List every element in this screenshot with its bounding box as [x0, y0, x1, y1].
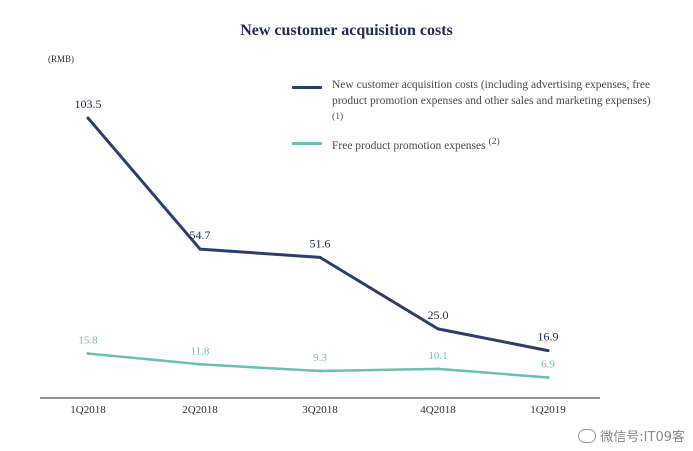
legend-line-promotion: [292, 142, 322, 145]
data-point-0-0: [86, 116, 90, 120]
legend-note-acquisition: (1): [332, 111, 344, 122]
data-point-1-2: [318, 369, 322, 373]
data-point-1-4: [546, 375, 550, 379]
data-label-0-0: 103.5: [75, 97, 102, 111]
data-label-1-1: 11.8: [191, 345, 210, 357]
data-label-1-2: 9.3: [313, 352, 327, 364]
data-label-1-0: 15.8: [78, 335, 98, 347]
x-tick-label-0: 1Q2018: [70, 404, 106, 416]
x-tick-label-4: 1Q2019: [530, 404, 566, 416]
data-point-0-2: [318, 255, 322, 259]
legend-line-acquisition: [292, 86, 322, 89]
chart-title: New customer acquisition costs: [240, 22, 453, 39]
data-point-1-0: [86, 352, 90, 356]
data-point-0-3: [436, 327, 440, 331]
data-label-0-4: 16.9: [538, 330, 559, 344]
watermark-text: 微信号:IT09客: [600, 430, 685, 445]
data-label-1-4: 6.9: [541, 358, 555, 370]
data-label-1-3: 10.1: [428, 350, 447, 362]
legend-label-promotion: Free product promotion expenses: [332, 139, 486, 152]
data-point-0-1: [198, 247, 202, 251]
legend-label-acquisition: New customer acquisition costs (includin…: [332, 79, 651, 107]
data-label-0-2: 51.6: [310, 236, 331, 250]
data-label-0-1: 54.7: [190, 228, 211, 242]
legend-entry-promotion: Free product promotion expenses (2): [332, 134, 652, 154]
x-tick-label-2: 3Q2018: [302, 404, 338, 416]
legend-entry-acquisition: New customer acquisition costs (includin…: [332, 77, 652, 129]
series-line-0: [86, 117, 549, 353]
data-label-0-3: 25.0: [428, 308, 449, 322]
x-tick-label-3: 4Q2018: [420, 404, 456, 416]
unit-label: (RMB): [48, 54, 75, 64]
x-tick-label-1: 2Q2018: [182, 404, 218, 416]
wechat-icon: [578, 428, 597, 443]
data-point-0-4: [546, 349, 550, 353]
watermark: 微信号:IT09客: [578, 426, 685, 445]
legend-note-promotion: (2): [488, 136, 500, 147]
data-point-1-3: [436, 367, 440, 371]
data-point-1-1: [198, 362, 202, 366]
